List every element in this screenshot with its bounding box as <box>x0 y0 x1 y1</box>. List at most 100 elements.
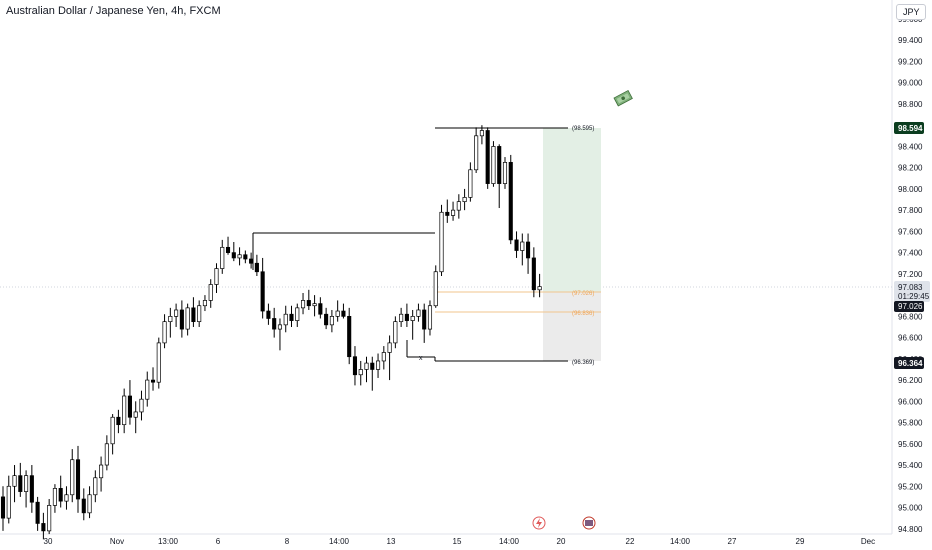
time-axis-label: 14:00 <box>329 537 350 546</box>
price-axis-label: 95.400 <box>898 461 923 470</box>
price-axis-label: 97.400 <box>898 249 923 258</box>
price-axis-label: 94.800 <box>898 525 923 534</box>
candle-body <box>249 258 254 264</box>
candle <box>185 303 190 336</box>
candle <box>156 337 161 389</box>
candle-body <box>393 321 398 344</box>
candle <box>116 409 121 434</box>
candle <box>479 125 484 145</box>
candle <box>174 303 179 327</box>
candle <box>208 279 213 308</box>
price-axis-label: 97.200 <box>898 270 923 279</box>
candle-body <box>376 360 381 370</box>
time-axis-label: 20 <box>557 537 566 546</box>
lightning-event-icon[interactable] <box>532 516 546 530</box>
candle <box>381 346 386 370</box>
candle <box>335 300 340 322</box>
candle-body <box>0 496 6 519</box>
candle <box>133 401 138 434</box>
stop-price-text: 96.364 <box>898 359 923 368</box>
money-icon <box>613 89 633 107</box>
candle <box>422 303 427 343</box>
candle <box>502 157 508 189</box>
candle-body <box>81 498 86 514</box>
candle-body <box>202 300 208 307</box>
price-axis-label: 95.600 <box>898 440 923 449</box>
candle <box>341 303 346 319</box>
currency-button[interactable]: JPY <box>896 4 926 20</box>
candle-body <box>208 284 213 301</box>
candle <box>376 353 381 378</box>
entry-price-tag <box>894 301 924 312</box>
candle-body <box>231 252 236 259</box>
candle-body <box>445 211 450 216</box>
candle-body <box>150 379 156 383</box>
x-marker: x <box>419 355 423 362</box>
candle-body <box>300 300 306 309</box>
candle <box>104 435 109 471</box>
candle-body <box>110 416 115 445</box>
candle-body <box>289 313 294 321</box>
candle <box>514 231 519 258</box>
candle <box>58 475 63 508</box>
candle <box>329 309 334 333</box>
candle <box>324 307 329 330</box>
candle <box>260 257 265 319</box>
candle <box>0 486 6 531</box>
entry-label: (97.026) <box>572 291 594 297</box>
price-axis-label: 99.200 <box>898 57 923 66</box>
target-zone[interactable] <box>543 128 601 292</box>
candle <box>387 335 392 381</box>
stop-zone[interactable] <box>543 292 601 361</box>
candle-body <box>312 303 317 307</box>
time-axis[interactable]: 30 Nov 13:00 6 8 14:00 13 15 14:00 20 22 14:00 27 29 D… <box>44 537 876 546</box>
candle <box>70 449 75 503</box>
candle-body <box>272 318 277 330</box>
candle <box>416 303 421 322</box>
time-axis-label: 13:00 <box>158 537 179 546</box>
candle-body <box>70 459 75 496</box>
candle-body <box>508 162 513 241</box>
candle-body <box>127 395 132 418</box>
candle-body <box>29 475 34 503</box>
candle-body <box>18 475 23 492</box>
candle-body <box>416 309 421 317</box>
candle-body <box>122 395 127 426</box>
time-axis-label: Dec <box>861 537 875 546</box>
time-axis-label: Nov <box>110 537 124 546</box>
candle <box>295 303 300 327</box>
candle-body <box>520 241 525 251</box>
price-axis-label: 98.200 <box>898 164 923 173</box>
candle-body <box>358 369 363 376</box>
candle <box>249 252 254 269</box>
candle-body <box>456 201 461 211</box>
candle-body <box>381 352 386 362</box>
candle <box>18 462 23 497</box>
candle-body <box>427 305 433 330</box>
candle <box>277 318 283 351</box>
candle-body <box>364 362 369 370</box>
candle-body <box>41 523 46 532</box>
us-flag-event-icon[interactable] <box>582 516 596 530</box>
candle-body <box>145 379 150 400</box>
candle <box>99 456 104 492</box>
mid-label: (96.836) <box>572 311 594 317</box>
candle <box>75 445 81 513</box>
price-axis-label: 99.000 <box>898 79 923 88</box>
candle <box>254 254 259 276</box>
candle-body <box>497 146 502 184</box>
candle <box>410 309 415 340</box>
candle <box>399 307 404 327</box>
candle-body <box>93 477 98 496</box>
candle <box>393 316 398 349</box>
candle-body <box>352 356 358 376</box>
candle-body <box>531 257 536 291</box>
candle-body <box>479 130 484 137</box>
candle <box>468 162 473 202</box>
price-axis[interactable]: 99.60099.40099.20099.00098.80098.60098.4… <box>898 15 923 534</box>
candle <box>451 201 456 221</box>
time-axis-label: 6 <box>216 537 221 546</box>
price-axis-label: 98.800 <box>898 100 923 109</box>
candle-body <box>502 162 508 184</box>
